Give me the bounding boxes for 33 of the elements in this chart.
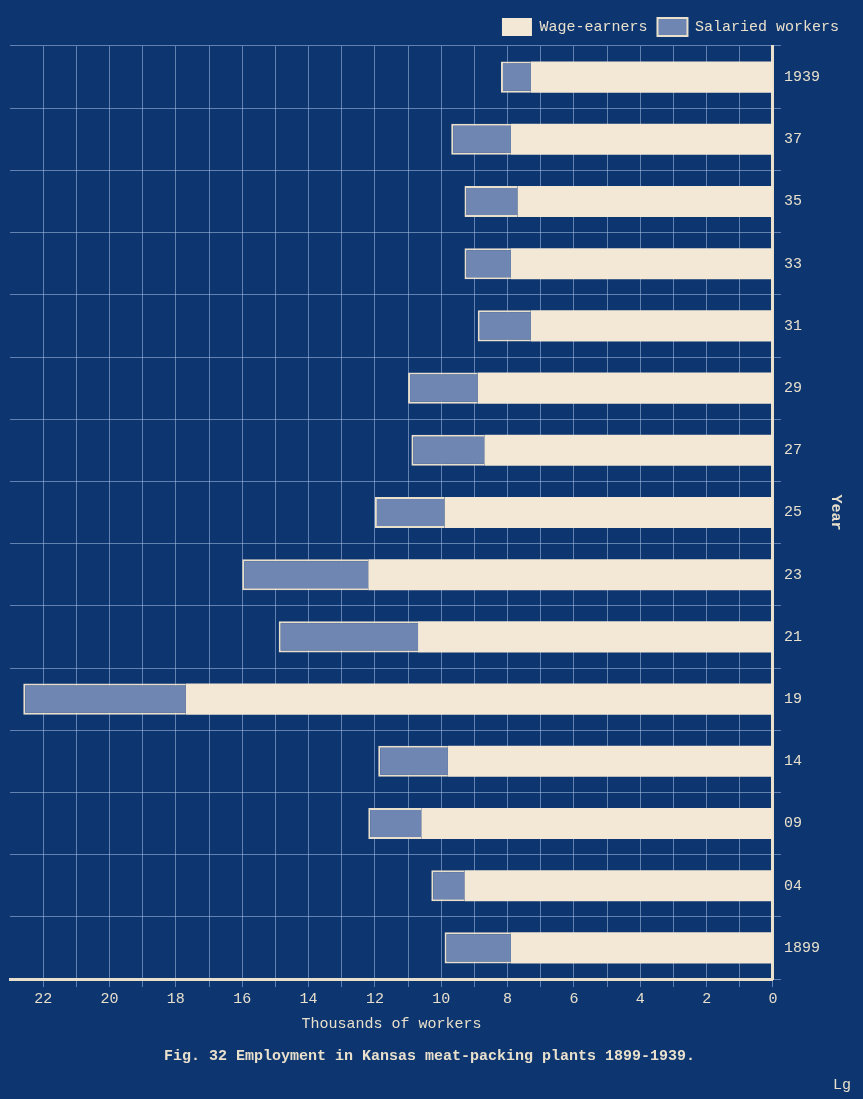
y-tick-label: 27 bbox=[783, 442, 803, 460]
legend-label: Salaried workers bbox=[694, 18, 840, 36]
y-tick-label: 29 bbox=[783, 380, 803, 398]
y-tick-label: 33 bbox=[783, 255, 803, 273]
y-tick-label: 09 bbox=[783, 815, 803, 833]
y-tick-label: 1939 bbox=[783, 69, 821, 87]
x-tick-label: 6 bbox=[569, 990, 579, 1008]
y-tick-label: 37 bbox=[783, 131, 803, 149]
text: Fig. 32 Employment in Kansas meat-packing plants 1899-1939. bbox=[163, 1047, 696, 1065]
y-tick-label: 14 bbox=[783, 753, 803, 771]
y-tick-label: 31 bbox=[783, 317, 803, 335]
y-tick-label: 19 bbox=[783, 691, 803, 709]
x-tick-label: 14 bbox=[299, 990, 318, 1008]
x-tick-label: 2 bbox=[702, 990, 712, 1008]
x-tick-label: 20 bbox=[100, 990, 119, 1008]
x-tick-label: 10 bbox=[432, 990, 451, 1008]
y-tick-label: 1899 bbox=[783, 939, 821, 957]
y-tick-label: 04 bbox=[783, 877, 803, 895]
y-tick-label: 23 bbox=[783, 566, 803, 584]
x-tick-label: 8 bbox=[503, 990, 513, 1008]
text: Lg bbox=[832, 1076, 851, 1094]
x-tick-label: 0 bbox=[768, 990, 778, 1008]
y-tick-label: 35 bbox=[783, 193, 803, 211]
x-tick-label: 4 bbox=[635, 990, 645, 1008]
legend-label: Wage-earners bbox=[539, 18, 648, 36]
x-tick-label: 12 bbox=[365, 990, 384, 1008]
y-tick-label: 25 bbox=[783, 504, 803, 522]
x-tick-label: 16 bbox=[233, 990, 252, 1008]
x-tick-label: 22 bbox=[34, 990, 53, 1008]
y-axis-title: Year bbox=[827, 494, 845, 531]
y-tick-label: 21 bbox=[783, 628, 803, 646]
x-tick-label: 18 bbox=[166, 990, 185, 1008]
x-axis-title: Thousands of workers bbox=[301, 1015, 482, 1033]
